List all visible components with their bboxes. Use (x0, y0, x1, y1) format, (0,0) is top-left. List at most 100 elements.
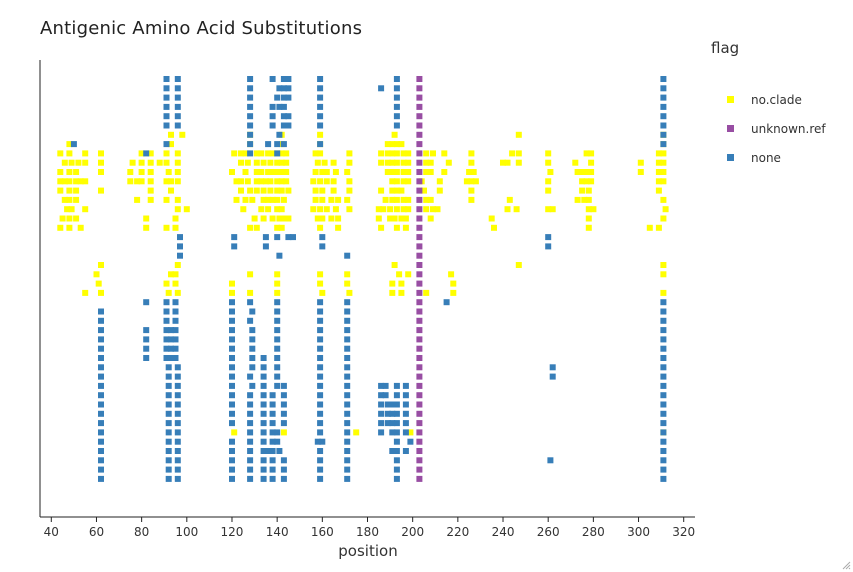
point-none[interactable] (393, 438, 400, 445)
point-no-clade[interactable] (280, 215, 287, 222)
point-no-clade[interactable] (253, 159, 260, 166)
point-none[interactable] (165, 475, 172, 482)
point-no-clade[interactable] (238, 159, 244, 166)
point-no-clade[interactable] (242, 196, 249, 203)
point-no-clade[interactable] (335, 215, 342, 222)
point-none[interactable] (344, 457, 351, 464)
point-no-clade[interactable] (545, 150, 552, 157)
point-no-clade[interactable] (57, 178, 64, 185)
point-none[interactable] (393, 382, 400, 389)
point-no-clade[interactable] (646, 224, 653, 231)
point-no-clade[interactable] (393, 196, 400, 203)
point-no-clade[interactable] (147, 187, 154, 194)
point-no-clade[interactable] (172, 271, 179, 278)
point-unknown-ref[interactable] (416, 243, 423, 250)
point-none[interactable] (98, 336, 104, 343)
point-no-clade[interactable] (280, 196, 287, 203)
point-none[interactable] (269, 410, 276, 417)
point-no-clade[interactable] (317, 271, 324, 278)
point-no-clade[interactable] (165, 289, 172, 296)
point-no-clade[interactable] (156, 159, 163, 166)
point-no-clade[interactable] (400, 178, 407, 185)
point-no-clade[interactable] (491, 224, 497, 231)
point-none[interactable] (660, 401, 667, 408)
point-no-clade[interactable] (515, 150, 522, 157)
point-no-clade[interactable] (98, 159, 104, 166)
point-no-clade[interactable] (660, 262, 667, 268)
point-no-clade[interactable] (585, 206, 592, 213)
point-no-clade[interactable] (423, 159, 430, 166)
point-none[interactable] (168, 327, 174, 334)
point-none[interactable] (274, 364, 281, 371)
point-none[interactable] (172, 308, 179, 315)
point-no-clade[interactable] (66, 141, 73, 148)
point-none[interactable] (384, 401, 391, 408)
point-no-clade[interactable] (450, 289, 457, 296)
point-no-clade[interactable] (312, 169, 319, 175)
point-no-clade[interactable] (168, 131, 174, 138)
point-none[interactable] (163, 141, 170, 148)
point-unknown-ref[interactable] (416, 327, 423, 334)
point-no-clade[interactable] (423, 150, 430, 157)
point-none[interactable] (660, 382, 667, 389)
point-none[interactable] (269, 466, 276, 473)
point-none[interactable] (317, 345, 324, 352)
point-none[interactable] (393, 429, 400, 436)
point-none[interactable] (269, 457, 276, 464)
point-no-clade[interactable] (319, 187, 326, 194)
point-none[interactable] (274, 327, 281, 334)
point-no-clade[interactable] (253, 224, 260, 231)
point-none[interactable] (247, 76, 254, 82)
point-no-clade[interactable] (588, 169, 595, 175)
point-no-clade[interactable] (231, 150, 238, 157)
point-none[interactable] (247, 438, 254, 445)
point-none[interactable] (168, 355, 174, 361)
point-none[interactable] (98, 364, 104, 371)
point-no-clade[interactable] (330, 178, 337, 185)
point-none[interactable] (174, 466, 181, 473)
point-none[interactable] (317, 308, 324, 315)
point-no-clade[interactable] (588, 150, 595, 157)
point-unknown-ref[interactable] (416, 196, 423, 203)
point-none[interactable] (344, 448, 351, 454)
point-none[interactable] (229, 448, 235, 454)
point-none[interactable] (168, 336, 174, 343)
point-no-clade[interactable] (319, 215, 326, 222)
point-no-clade[interactable] (400, 196, 407, 203)
point-no-clade[interactable] (660, 196, 667, 203)
point-no-clade[interactable] (588, 178, 595, 185)
point-none[interactable] (163, 113, 170, 120)
point-none[interactable] (280, 76, 287, 82)
point-none[interactable] (247, 131, 254, 138)
point-unknown-ref[interactable] (416, 364, 423, 371)
point-none[interactable] (98, 317, 104, 324)
point-no-clade[interactable] (317, 131, 324, 138)
point-no-clade[interactable] (147, 169, 154, 175)
point-no-clade[interactable] (269, 150, 276, 157)
point-no-clade[interactable] (238, 150, 244, 157)
point-none[interactable] (247, 122, 254, 129)
point-none[interactable] (260, 457, 267, 464)
point-no-clade[interactable] (515, 131, 522, 138)
point-none[interactable] (165, 457, 172, 464)
point-none[interactable] (402, 420, 409, 427)
point-no-clade[interactable] (233, 178, 240, 185)
point-none[interactable] (163, 94, 170, 101)
point-none[interactable] (274, 429, 281, 436)
point-no-clade[interactable] (572, 159, 579, 166)
point-none[interactable] (229, 457, 235, 464)
point-none[interactable] (660, 475, 667, 482)
point-no-clade[interactable] (655, 178, 662, 185)
point-no-clade[interactable] (229, 280, 235, 287)
point-none[interactable] (547, 457, 554, 464)
point-no-clade[interactable] (274, 289, 281, 296)
point-no-clade[interactable] (280, 429, 287, 436)
point-no-clade[interactable] (405, 178, 412, 185)
point-no-clade[interactable] (179, 131, 186, 138)
point-none[interactable] (317, 141, 324, 148)
point-no-clade[interactable] (450, 280, 457, 287)
point-none[interactable] (549, 373, 556, 380)
point-no-clade[interactable] (73, 215, 80, 222)
point-none[interactable] (384, 420, 391, 427)
